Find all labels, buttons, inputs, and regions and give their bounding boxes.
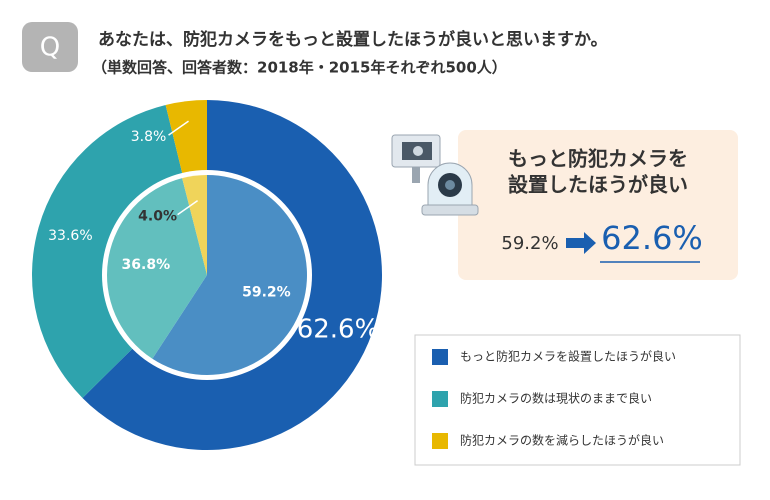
value-label: 4.0% — [138, 209, 177, 225]
callout-line: 設置したほうが良い — [508, 173, 688, 197]
slice — [152, 175, 307, 376]
leader-line — [168, 120, 189, 136]
chart-subtitle: （単数回答、回答者数：2018年・2015年それぞれ500人） — [92, 59, 507, 77]
legend-label: 防犯カメラの数を減らしたほうが良い — [460, 433, 664, 448]
legend — [414, 334, 741, 466]
callout-to: 62.6% — [601, 219, 703, 257]
value-label: 33.6% — [48, 228, 92, 244]
badge-box — [22, 22, 78, 72]
legend-swatch — [432, 433, 448, 449]
chart-title: あなたは、防犯カメラをもっと設置したほうが良いと思いますか。 — [98, 29, 608, 50]
slice — [182, 175, 207, 275]
legend-label: もっと防犯カメラを設置したほうが良い — [460, 349, 676, 364]
legend-swatch — [432, 349, 448, 365]
legend-swatch — [432, 391, 448, 407]
pie: 62.6% 33.6% 3.8% 59.2% 36.8% 4.0% — [31, 100, 382, 450]
leader-line — [177, 199, 199, 216]
callout-box — [458, 130, 738, 280]
legend-items: もっと防犯カメラを設置したほうが良い防犯カメラの数は現状のままで良い防犯カメラの… — [432, 349, 676, 449]
value-label: 3.8% — [131, 129, 167, 145]
value-label: 59.2% — [242, 285, 291, 301]
value-label: 36.8% — [122, 257, 171, 273]
callout-line: もっと防犯カメラを — [508, 147, 688, 171]
callout-from: 59.2% — [501, 233, 558, 254]
slice — [106, 178, 207, 359]
camera-icon — [391, 134, 479, 216]
value-label: 62.6% — [297, 314, 380, 344]
callout-arrow — [566, 232, 596, 254]
legend-label: 防犯カメラの数は現状のままで良い — [460, 391, 652, 406]
badge: Q — [40, 33, 60, 63]
